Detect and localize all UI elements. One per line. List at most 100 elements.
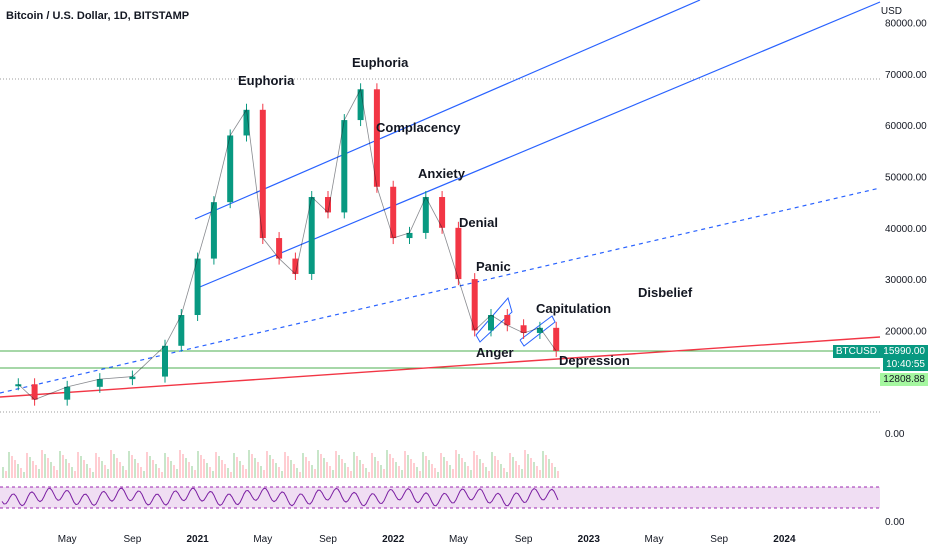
volume-bar	[176, 469, 178, 478]
x-tick-label: May	[449, 534, 468, 545]
volume-bar	[212, 471, 214, 478]
volume-bar	[110, 450, 112, 478]
volume-bar	[50, 462, 52, 478]
x-tick-label: May	[58, 534, 77, 545]
volume-bar	[398, 466, 400, 478]
x-tick-label: 2024	[773, 534, 796, 545]
x-tick-label: 2023	[578, 534, 601, 545]
volume-bar	[419, 471, 421, 478]
label-capitulation: Capitulation	[536, 301, 612, 316]
volume-bar	[161, 472, 163, 478]
volume-bar	[56, 470, 58, 478]
volume-bar	[8, 452, 10, 478]
volume-bar	[320, 454, 322, 478]
volume-bar	[539, 470, 541, 478]
volume-bar	[335, 451, 337, 478]
volume-bar	[377, 461, 379, 478]
volume-bar	[353, 452, 355, 478]
volume-bar	[434, 468, 436, 478]
volume-bar	[407, 455, 409, 478]
candle-body	[390, 186, 397, 239]
volume-bar	[554, 467, 556, 478]
volume-bar	[536, 466, 538, 478]
volume-bar	[44, 454, 46, 478]
volume-bar	[128, 451, 130, 478]
volume-bar	[92, 472, 94, 478]
candle-body	[357, 89, 364, 121]
y-tick-label: 40000.00	[885, 224, 927, 235]
volume-bar	[224, 464, 226, 478]
volume-bar	[506, 472, 508, 478]
volume-bar	[287, 456, 289, 478]
volume-bar	[20, 468, 22, 478]
volume-bar	[5, 471, 7, 478]
volume-bar	[455, 450, 457, 478]
volume-bar	[440, 453, 442, 478]
candle-body	[553, 327, 560, 351]
rsi-line	[1, 487, 559, 507]
volume-bar	[338, 455, 340, 478]
volume-bar	[47, 458, 49, 478]
volume-bar	[170, 461, 172, 478]
volume-bar	[512, 457, 514, 478]
volume-bar	[41, 450, 43, 478]
volume-bar	[464, 462, 466, 478]
volume-bar	[209, 467, 211, 478]
volume-bar	[275, 463, 277, 478]
volume-bar	[557, 471, 559, 478]
volume-bar	[62, 455, 64, 478]
volume-bar	[71, 467, 73, 478]
volume-bar	[194, 470, 196, 478]
volume-bar	[368, 472, 370, 478]
volume-bar	[107, 469, 109, 478]
volume-bar	[248, 450, 250, 478]
volume-bar	[221, 460, 223, 478]
volume-bar	[356, 456, 358, 478]
volume-bar	[302, 453, 304, 478]
x-tick-label: Sep	[319, 534, 337, 545]
volume-bar	[269, 455, 271, 478]
volume-bar	[344, 463, 346, 478]
volume-bar	[263, 470, 265, 478]
volume-bar	[143, 471, 145, 478]
volume-bar	[137, 463, 139, 478]
label-panic: Panic	[476, 259, 511, 274]
volume-bar	[515, 461, 517, 478]
volume-bar	[185, 458, 187, 478]
volume-bar	[80, 456, 82, 478]
volume-bar	[290, 460, 292, 478]
volume-bar	[158, 468, 160, 478]
volume-bar	[281, 471, 283, 478]
candle-body	[64, 386, 71, 400]
volume-bar	[293, 464, 295, 478]
volume-bar	[431, 464, 433, 478]
volume-bar	[284, 452, 286, 478]
volume-bar	[449, 465, 451, 478]
volume-bar	[551, 463, 553, 478]
volume-bar	[278, 467, 280, 478]
volume-bar	[458, 454, 460, 478]
candle-body	[308, 197, 315, 274]
volume-bar	[251, 454, 253, 478]
volume-bar	[518, 465, 520, 478]
volume-bar	[182, 454, 184, 478]
rsi-tick-label: 0.00	[885, 517, 905, 528]
volume-bar	[422, 452, 424, 478]
volume-bar	[197, 451, 199, 478]
label-anger: Anger	[476, 345, 514, 360]
y-tick-label: 70000.00	[885, 70, 927, 81]
candle-body	[520, 325, 527, 333]
volume-bar	[74, 471, 76, 478]
timer-tag: 10:40:55	[883, 358, 928, 371]
volume-bar	[245, 469, 247, 478]
volume-bar	[233, 453, 235, 478]
label-denial: Denial	[459, 215, 499, 230]
volume-bar	[86, 464, 88, 478]
volume-bar	[155, 464, 157, 478]
volume-bar	[425, 456, 427, 478]
volume-bar	[299, 472, 301, 478]
y-tick-label: 0.00	[885, 429, 905, 440]
volume-bar	[314, 469, 316, 478]
volume-bar	[17, 464, 19, 478]
